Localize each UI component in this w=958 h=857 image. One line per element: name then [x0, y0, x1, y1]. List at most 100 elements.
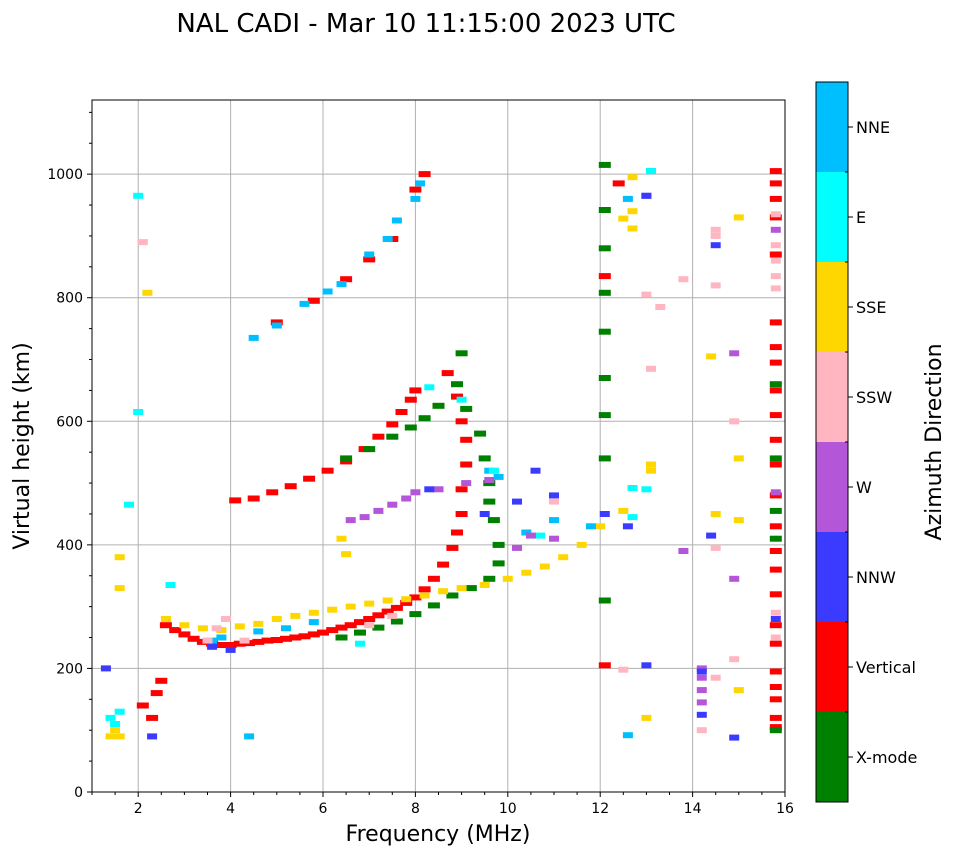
x-tick-label: 16 — [776, 801, 794, 817]
data-point — [363, 446, 376, 453]
data-point — [207, 643, 218, 650]
data-point — [165, 582, 176, 588]
data-point — [710, 544, 721, 551]
data-point — [419, 592, 430, 599]
data-point — [169, 627, 182, 634]
data-point — [327, 606, 338, 613]
data-point — [769, 507, 782, 514]
data-point — [769, 727, 782, 734]
data-point — [355, 640, 365, 647]
series-e — [105, 168, 656, 727]
data-point — [488, 467, 499, 474]
data-point — [769, 640, 782, 647]
data-point — [502, 575, 513, 582]
data-marks — [100, 161, 782, 741]
data-point — [146, 714, 159, 721]
data-point — [770, 609, 781, 616]
data-point — [549, 517, 559, 524]
data-point — [586, 523, 596, 530]
data-point — [415, 180, 425, 187]
data-point — [769, 195, 782, 202]
data-point — [206, 640, 219, 647]
data-point — [344, 622, 357, 629]
data-point — [409, 594, 422, 601]
data-point — [598, 289, 611, 296]
colorbar-segment — [816, 442, 848, 532]
data-point — [769, 319, 782, 326]
data-point — [641, 291, 652, 298]
data-point — [322, 288, 333, 295]
data-point — [618, 215, 629, 222]
data-point — [303, 475, 316, 482]
data-point — [363, 256, 376, 263]
colorbar-segment — [816, 352, 848, 442]
colorbar-segment — [816, 622, 848, 712]
data-point — [598, 245, 611, 252]
data-point — [598, 375, 611, 381]
data-point — [770, 226, 781, 233]
data-point — [729, 656, 740, 663]
data-point — [769, 684, 782, 690]
data-point — [549, 535, 559, 542]
data-point — [372, 612, 385, 619]
x-tick-label: 2 — [134, 801, 143, 817]
data-point — [105, 733, 116, 740]
data-point — [363, 616, 376, 622]
data-point — [179, 622, 190, 629]
data-point — [646, 168, 656, 175]
data-point — [455, 418, 468, 425]
data-point — [451, 393, 463, 400]
data-point — [646, 467, 656, 474]
data-point — [595, 523, 606, 530]
data-point — [729, 418, 740, 425]
data-point — [438, 588, 449, 595]
data-point — [410, 195, 421, 202]
data-point — [598, 161, 611, 168]
data-point — [372, 624, 385, 631]
data-point — [483, 480, 496, 487]
data-point — [492, 560, 505, 567]
data-point — [308, 619, 319, 626]
data-point — [427, 602, 440, 609]
data-point — [729, 575, 740, 582]
data-point — [641, 486, 652, 493]
data-point — [233, 640, 246, 647]
series-vertical — [136, 168, 782, 731]
data-point — [404, 396, 417, 403]
data-point — [696, 665, 707, 672]
data-point — [598, 455, 611, 462]
data-point — [437, 561, 450, 568]
data-point — [710, 232, 721, 239]
data-point — [521, 529, 532, 536]
data-point — [710, 511, 721, 517]
data-point — [483, 498, 496, 505]
data-point — [455, 511, 468, 517]
data-point — [769, 461, 782, 468]
data-point — [133, 192, 144, 199]
data-point — [710, 226, 721, 233]
data-point — [446, 544, 459, 551]
data-point — [409, 387, 422, 394]
data-point — [770, 489, 781, 496]
data-point — [769, 724, 782, 731]
data-point — [729, 734, 740, 741]
data-point — [655, 304, 666, 310]
data-point — [433, 486, 444, 493]
y-axis-label: Virtual height (km) — [10, 342, 35, 549]
data-point — [150, 690, 163, 697]
data-point — [341, 551, 352, 558]
data-point — [696, 687, 707, 694]
x-tick-label: 14 — [684, 801, 702, 817]
data-point — [487, 517, 500, 524]
data-point — [100, 665, 111, 672]
data-point — [298, 633, 311, 640]
data-point — [769, 566, 782, 573]
data-point — [733, 214, 744, 221]
y-tick-label: 0 — [74, 785, 83, 801]
data-point — [248, 334, 259, 341]
data-point — [770, 634, 781, 641]
data-point — [451, 381, 463, 388]
colorbar-frame — [815, 81, 849, 803]
data-point — [386, 433, 399, 440]
data-point — [270, 319, 283, 326]
